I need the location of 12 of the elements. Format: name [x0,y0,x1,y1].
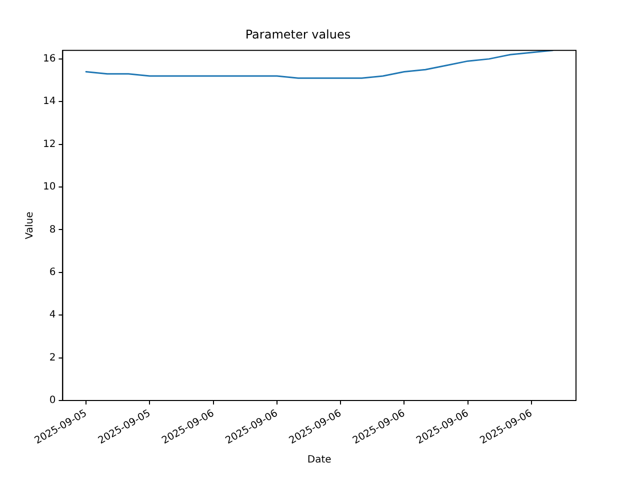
y-tick-label: 16 [42,54,56,65]
y-tick-label: 4 [49,310,56,321]
y-tick-label: 12 [42,138,56,150]
y-tick-label: 2 [49,352,56,364]
y-tick-label: 6 [49,267,56,278]
y-tick-label: 14 [42,96,56,108]
x-axis-title: Date [307,454,332,466]
y-tick-label: 8 [49,224,56,236]
chart-title: Parameter values [245,27,351,42]
y-tick-label: 10 [42,182,56,193]
y-tick-label: 0 [49,395,56,406]
y-axis-title: Value [24,212,36,240]
